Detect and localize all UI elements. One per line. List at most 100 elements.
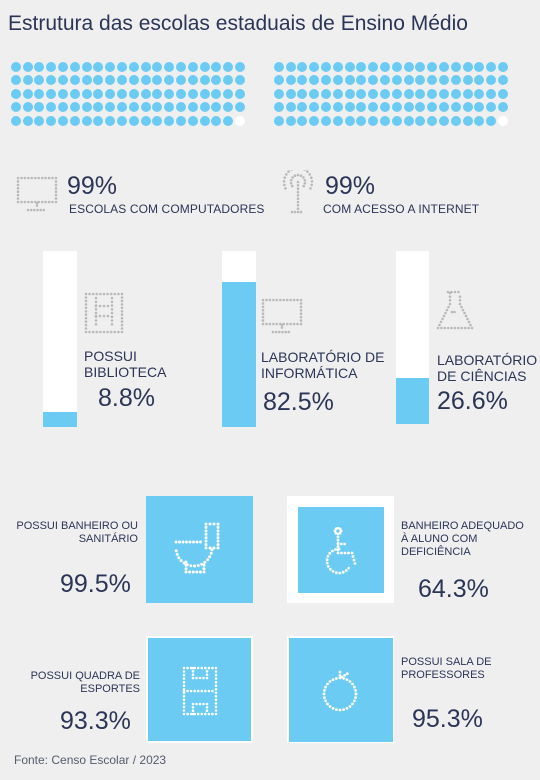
waffle-chart-computadores (10, 60, 246, 128)
waffle-dot (187, 102, 198, 113)
waffle-dot (164, 61, 175, 72)
waffle-caption-computadores: ESCOLAS COM COMPUTADORES (69, 202, 265, 216)
waffle-dot (321, 61, 332, 72)
bar-value-informatica: 82.5% (263, 388, 334, 416)
bookshelf-icon (84, 292, 124, 334)
waffle-dot (403, 75, 414, 86)
waffle-dot (199, 115, 210, 126)
waffle-dot (486, 115, 497, 126)
waffle-dot (380, 115, 391, 126)
waffle-dot (46, 61, 57, 72)
waffle-dot (176, 115, 187, 126)
waffle-dot (164, 75, 175, 86)
waffle-dot (117, 102, 128, 113)
waffle-dot (58, 75, 69, 86)
waffle-dot (380, 75, 391, 86)
waffle-dot (380, 102, 391, 113)
source-note: Fonte: Censo Escolar / 2023 (14, 753, 167, 767)
square-value-professores: 95.3% (412, 705, 483, 733)
waffle-dot (439, 115, 450, 126)
waffle-dot (46, 75, 57, 86)
waffle-dot (309, 61, 320, 72)
waffle-dot (285, 115, 296, 126)
waffle-dot (321, 102, 332, 113)
waffle-dot (297, 61, 308, 72)
waffle-chart-internet (273, 60, 509, 128)
bar-label-ciencias: LABORATÓRIO DE CIÊNCIAS (437, 352, 538, 384)
waffle-dot (235, 88, 246, 99)
waffle-dot (10, 88, 21, 99)
waffle-dot (356, 75, 367, 86)
waffle-dot (415, 61, 426, 72)
waffle-dot (309, 115, 320, 126)
flask-icon (436, 290, 474, 330)
waffle-dot (69, 102, 80, 113)
square-label-quadra: POSSUI QUADRA DE ESPORTES (30, 670, 140, 695)
square-value-quadra: 93.3% (60, 707, 131, 735)
bar-biblioteca (43, 251, 77, 427)
waffle-dot (187, 61, 198, 72)
square-label-banheiro: POSSUI BANHEIRO OU SANITÁRIO (16, 520, 138, 545)
waffle-dot (235, 115, 246, 126)
waffle-dot (427, 115, 438, 126)
waffle-dot (368, 75, 379, 86)
waffle-dot (462, 115, 473, 126)
waffle-dot (474, 61, 485, 72)
waffle-dot (46, 88, 57, 99)
waffle-dot (10, 102, 21, 113)
bar-ciencias (396, 251, 429, 424)
waffle-dot (498, 61, 509, 72)
waffle-dot (211, 102, 222, 113)
waffle-dot (474, 115, 485, 126)
bar-label-biblioteca: POSSUI BIBLIOTECA (84, 348, 167, 380)
waffle-dot (486, 75, 497, 86)
waffle-dot (285, 75, 296, 86)
waffle-dot (140, 115, 151, 126)
waffle-dot (297, 115, 308, 126)
waffle-dot (211, 61, 222, 72)
waffle-dot (462, 75, 473, 86)
square-fill-professores (289, 638, 393, 742)
waffle-dot (368, 61, 379, 72)
waffle-dot (415, 102, 426, 113)
waffle-dot (439, 61, 450, 72)
waffle-dot (403, 115, 414, 126)
waffle-dot (321, 88, 332, 99)
waffle-dot (128, 115, 139, 126)
waffle-dot (93, 75, 104, 86)
waffle-dot (58, 115, 69, 126)
waffle-dot (356, 102, 367, 113)
bar-fill-ciencias (396, 377, 429, 424)
waffle-dot (187, 115, 198, 126)
waffle-dot (427, 88, 438, 99)
waffle-dot (187, 88, 198, 99)
waffle-dot (439, 88, 450, 99)
wheelchair-icon (325, 527, 357, 575)
waffle-dot (474, 75, 485, 86)
waffle-dot (498, 115, 509, 126)
waffle-dot (321, 75, 332, 86)
waffle-dot (176, 75, 187, 86)
waffle-dot (450, 75, 461, 86)
square-frame-banheiro (146, 496, 253, 603)
waffle-dot (427, 61, 438, 72)
square-fill-deficiencia (298, 507, 384, 593)
waffle-dot (10, 61, 21, 72)
waffle-dot (128, 88, 139, 99)
toilet-icon (174, 522, 220, 574)
waffle-dot (391, 61, 402, 72)
bar-fill-informatica (222, 281, 256, 427)
waffle-dot (176, 102, 187, 113)
waffle-dot (285, 88, 296, 99)
waffle-dot (211, 115, 222, 126)
waffle-dot (415, 115, 426, 126)
waffle-dot (273, 115, 284, 126)
waffle-dot (93, 115, 104, 126)
waffle-dot (152, 88, 163, 99)
waffle-dot (58, 102, 69, 113)
waffle-dot (128, 61, 139, 72)
waffle-dot (81, 61, 92, 72)
computer-monitor-icon (16, 176, 58, 212)
square-fill-banheiro (146, 496, 253, 603)
waffle-dot (309, 88, 320, 99)
